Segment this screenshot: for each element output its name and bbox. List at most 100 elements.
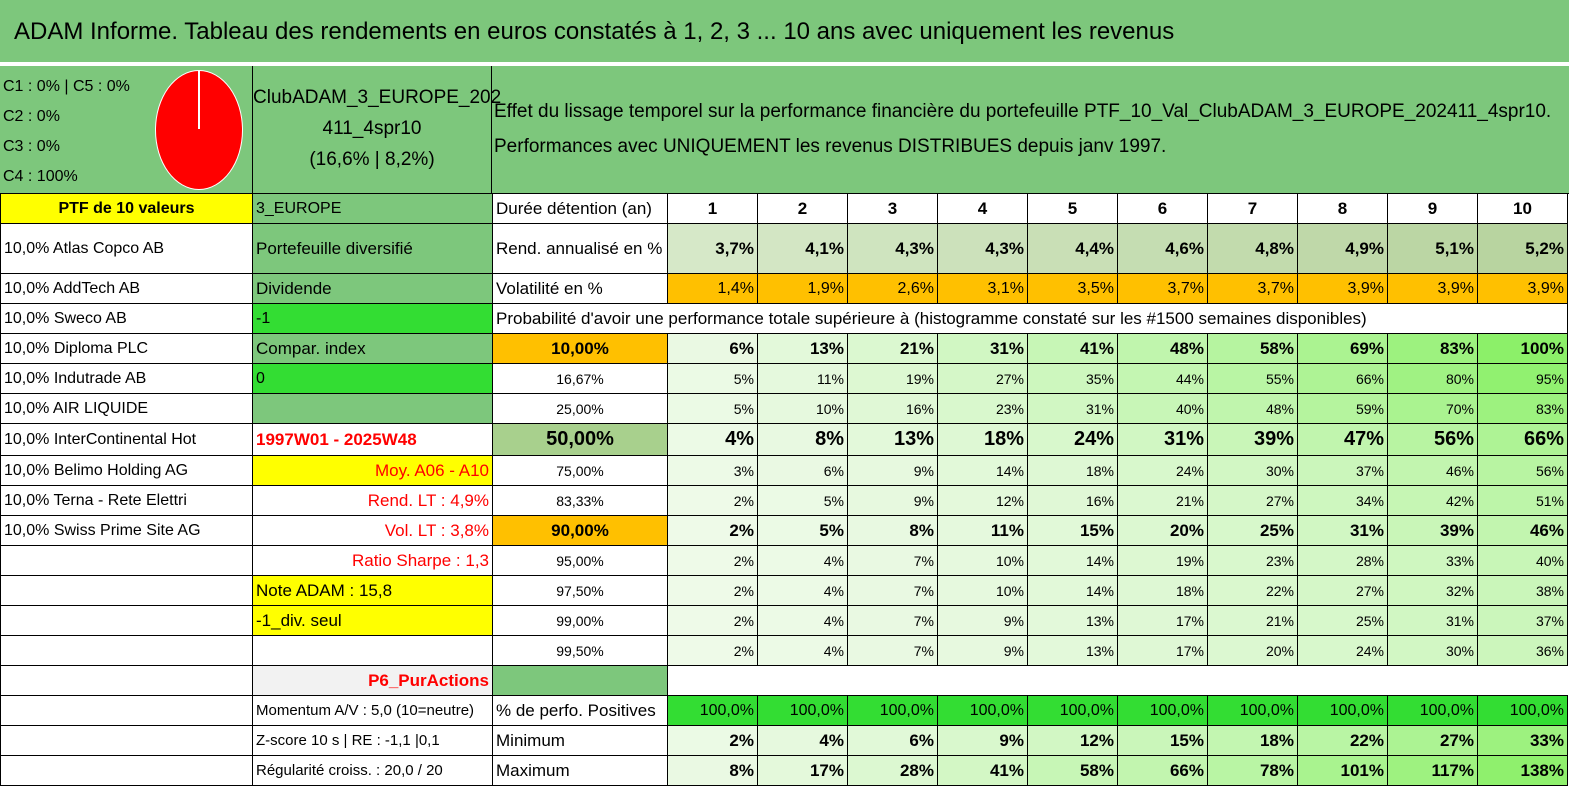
maximum-value: 138% [1477,755,1568,786]
probability-value: 7% [847,635,938,666]
empty-cell [1028,666,1118,696]
probability-value: 8% [847,515,938,546]
annual-return-label: Rend. annualisé en % [492,223,668,274]
probability-value: 55% [1207,363,1298,394]
zscore-value: Z-score 10 s | RE : -1,1 |0,1 [252,725,493,756]
probability-threshold: 83,33% [492,485,668,516]
probability-value: 37% [1297,455,1388,486]
empty-cell [938,666,1028,696]
volatility-value: 1,9% [757,273,848,304]
pie-slice-divider [198,70,200,129]
probability-value: 41% [1027,333,1118,364]
probability-threshold: 97,50% [492,575,668,606]
empty-cell [1388,666,1478,696]
table-row: Z-score 10 s | RE : -1,1 |0,1 Minimum 2% 4%… [0,725,1568,756]
probability-value: 9% [937,605,1028,636]
probability-value: 4% [757,545,848,576]
probability-value: 5% [757,515,848,546]
empty-cell [252,635,493,666]
volatility-value: 3,9% [1477,273,1568,304]
annual-return-value: 4,6% [1117,223,1208,274]
volatility-value: 3,9% [1387,273,1478,304]
annual-return-value: 4,4% [1027,223,1118,274]
annual-return-value: 4,8% [1207,223,1298,274]
probability-value: 13% [847,423,938,456]
annual-return-value: 5,1% [1387,223,1478,274]
region-label: 3_EUROPE [252,193,493,224]
probability-value: 2% [667,485,758,516]
probability-value: 46% [1477,515,1568,546]
club-portfolio-name: ClubADAM_3_EUROPE_202 411_4spr10 (16,6% … [252,66,501,193]
empty-cell [1208,666,1298,696]
probability-value: 35% [1027,363,1118,394]
positive-perf-value: 100,0% [1477,695,1568,726]
probability-value: 100% [1477,333,1568,364]
probability-value: 9% [847,455,938,486]
positive-perf-value: 100,0% [937,695,1028,726]
info-cell: -1_div. seul [252,605,493,636]
probability-value: 23% [937,393,1028,424]
positive-perf-value: 100,0% [1117,695,1208,726]
probability-value: 27% [937,363,1028,394]
probability-value: 40% [1117,393,1208,424]
probability-value: 27% [1297,575,1388,606]
table-row: Momentum A/V : 5,0 (10=neutre)% de perfo… [0,695,1568,726]
annual-return-value: 5,2% [1477,223,1568,274]
income-type: Dividende [252,273,493,304]
positive-perf-value: 100,0% [757,695,848,726]
probability-value: 20% [1207,635,1298,666]
probability-value: 23% [1207,545,1298,576]
table-row: Régularité croiss. : 20,0 / 20 Maximum 8% 1… [0,755,1568,786]
table-row: Ratio Sharpe : 1,3 95,00% 2% 4% 7% 10% 14% 19% 2… [0,545,1568,576]
probability-value: 39% [1387,515,1478,546]
maximum-value: 8% [667,755,758,786]
holding-item: 10,0% Diploma PLC [0,333,253,364]
returns-table: PTF de 10 valeurs 3_EUROPE Durée détention… [0,193,1568,786]
probability-value: 4% [757,605,848,636]
probability-threshold: 90,00% [492,515,668,546]
description: Effet du lissage temporel sur la perform… [494,94,1551,164]
empty-cell [0,545,253,576]
probability-value: 48% [1207,393,1298,424]
annual-return-value: 4,9% [1297,223,1388,274]
probability-value: 11% [937,515,1028,546]
annual-return-value: 4,3% [847,223,938,274]
minimum-value: 33% [1477,725,1568,756]
probability-value: 9% [847,485,938,516]
probability-value: 4% [757,575,848,606]
volatility-value: 3,1% [937,273,1028,304]
empty-cell [1118,666,1208,696]
probability-value: 70% [1387,393,1478,424]
report-title: ADAM Informe. Tableau des rendements en … [0,0,1569,62]
description-line1: Effet du lissage temporel sur la perform… [494,101,1552,122]
club-stats: (16,6% | 8,2%) [309,149,435,170]
probability-value: 56% [1387,423,1478,456]
holding-item: 10,0% Sweco AB [0,303,253,334]
year-header: 7 [1207,193,1298,224]
probability-value: 83% [1477,393,1568,424]
maximum-value: 28% [847,755,938,786]
holding-item: 10,0% Indutrade AB [0,363,253,394]
probability-value: 34% [1297,485,1388,516]
probability-value: 28% [1297,545,1388,576]
probability-value: 2% [667,515,758,546]
empty-cell [0,605,253,636]
probability-value: 7% [847,575,938,606]
probability-value: 46% [1387,455,1478,486]
minimum-value: 18% [1207,725,1298,756]
probability-value: 17% [1117,605,1208,636]
year-header: 5 [1027,193,1118,224]
probability-value: 10% [937,575,1028,606]
probability-value: 31% [1387,605,1478,636]
ptf-label: PTF de 10 valeurs [0,193,253,224]
maximum-value: 117% [1387,755,1478,786]
table-row: PTF de 10 valeurs 3_EUROPE Durée détention… [0,193,1568,224]
info-cell: Vol. LT : 3,8% [252,515,493,546]
volatility-value: 1,4% [667,273,758,304]
probability-value: 31% [937,333,1028,364]
probability-value: 33% [1387,545,1478,576]
probability-value: 20% [1117,515,1208,546]
probability-value: 66% [1477,423,1568,456]
positive-perf-value: 100,0% [1027,695,1118,726]
probability-value: 14% [937,455,1028,486]
